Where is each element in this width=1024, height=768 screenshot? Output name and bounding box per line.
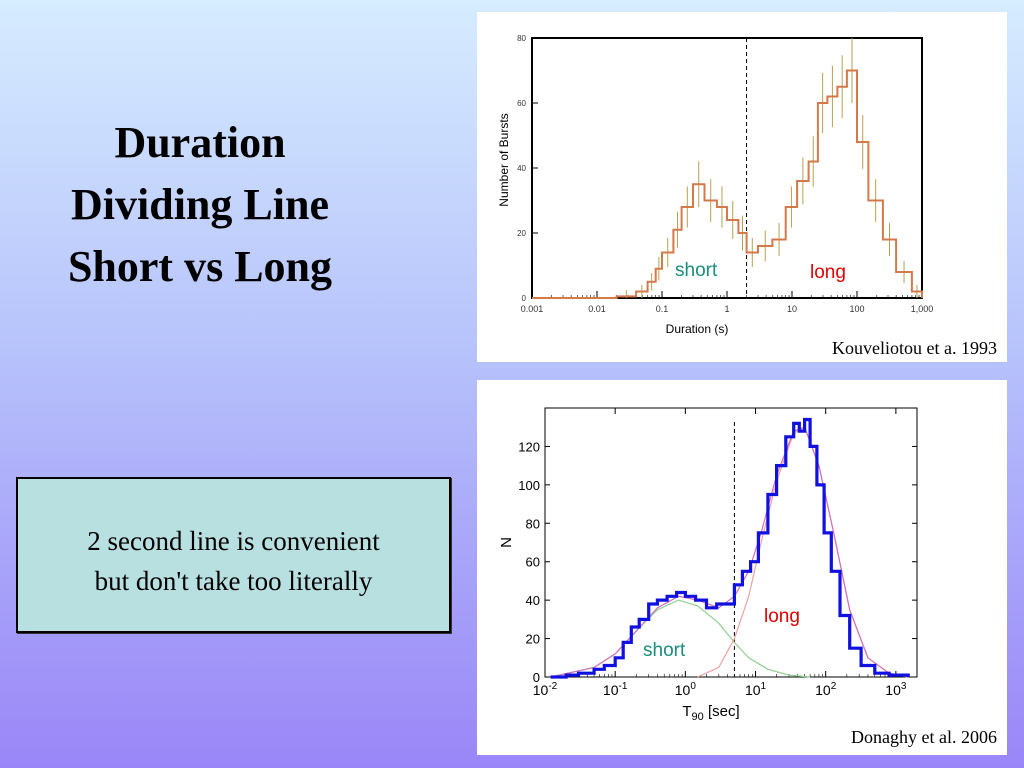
y-tick-label: 40 [526, 593, 540, 608]
x-tick-label: 1 [724, 304, 729, 314]
x-axis-label: T90 [sec] [682, 703, 739, 723]
x-tick-label: 0.001 [521, 304, 544, 314]
x-tick-label: 100 [675, 681, 697, 698]
title-line-3: Short vs Long [67, 242, 333, 291]
y-tick-label: 20 [526, 632, 540, 647]
slide-title: Duration Dividing Line Short vs Long [20, 112, 380, 298]
x-tick-label: 1,000 [911, 304, 934, 314]
kouveliotou-chart-panel: 0 20 40 60 80 0.001 0.01 0.1 1 10 100 1,000 Duration… [477, 12, 1007, 362]
plot-frame [531, 37, 923, 299]
x-tick-label: 102 [815, 681, 837, 698]
x-axis-label: Duration (s) [666, 322, 729, 336]
y-tick-label: 60 [526, 555, 540, 570]
annotation-short: short [675, 260, 718, 281]
histogram-series [550, 417, 910, 679]
y-axis-label: N [498, 537, 515, 548]
y-tick-label: 80 [526, 516, 540, 531]
x-tick-label: 10-2 [533, 681, 558, 698]
y-tick-label: 0 [533, 670, 540, 685]
x-tick-label: 0.1 [656, 304, 669, 314]
histogram-series [532, 69, 923, 299]
y-tick-label: 0 [522, 294, 527, 303]
annotation-short: short [643, 640, 686, 661]
chart-credit-donaghy: Donaghy et al. 2006 [851, 727, 997, 747]
note-box: 2 second line is convenient but don't ta… [16, 477, 451, 633]
x-tick-label: 10 [787, 304, 797, 314]
y-tick-label: 100 [518, 478, 540, 493]
y-tick-label: 20 [517, 229, 526, 238]
donaghy-chart-panel: 0 20 40 60 80 100 120 10-2 10-1 100 101 102 103 T90 [… [477, 380, 1007, 755]
y-tick-label: 40 [517, 164, 526, 173]
y-tick-label: 80 [517, 34, 526, 43]
y-axis-label: Number of Bursts [497, 113, 511, 206]
x-tick-label: 101 [745, 681, 767, 698]
title-line-2: Dividing Line [71, 180, 329, 229]
note-line-2: but don't take too literally [94, 566, 373, 596]
y-tick-label: 120 [518, 439, 540, 454]
x-tick-label: 0.01 [588, 304, 606, 314]
y-tick-label: 60 [517, 99, 526, 108]
fit-curve-total [550, 426, 909, 678]
plot-frame [544, 407, 918, 678]
annotation-long: long [810, 262, 846, 283]
fit-curve-long [697, 426, 909, 678]
kouveliotou-histogram: 0 20 40 60 80 0.001 0.01 0.1 1 10 100 1,000 Duration… [497, 34, 934, 336]
title-line-1: Duration [114, 118, 286, 167]
annotation-long: long [764, 606, 800, 627]
note-line-1: 2 second line is convenient [87, 526, 380, 556]
x-tick-label: 10-1 [603, 681, 628, 698]
chart-credit-kouveliotou: Kouveliotou et a. 1993 [832, 338, 997, 358]
donaghy-histogram: 0 20 40 60 80 100 120 10-2 10-1 100 101 102 103 T90 [… [498, 407, 918, 723]
x-tick-label: 100 [849, 304, 864, 314]
x-tick-label: 103 [885, 681, 907, 698]
